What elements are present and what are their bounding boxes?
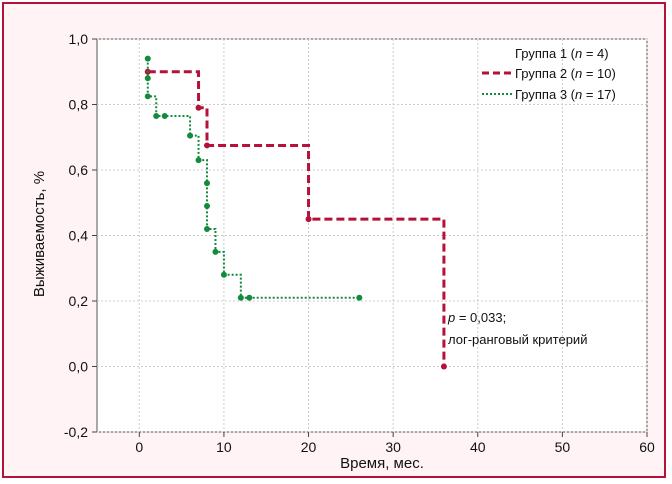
series-2-point [195,104,202,111]
series-group [144,55,447,370]
series-3-point [195,157,202,164]
y-tick-label: 0,4 [69,228,89,244]
x-axis-title: Время, мес. [340,455,424,472]
p-value-text: p = 0,033; [447,310,506,325]
series-3-point [237,294,244,301]
legend: Группа 1 (n = 4) Группа 2 (n = 10) Групп… [482,46,616,102]
series-2-point [440,363,447,370]
series-3-point [220,271,227,278]
legend-label-group-3: Группа 3 (n = 17) [515,87,616,102]
series-3-point [246,294,253,301]
y-tick-label: 0,2 [69,293,89,309]
grid [97,38,648,433]
legend-label-group-2: Группа 2 (n = 10) [515,66,616,81]
x-tick-label: 60 [639,439,655,455]
x-tick-label: 10 [216,439,232,455]
series-3-point [144,93,151,100]
annotation: p = 0,033; лог-ранговый критерий [447,310,587,347]
series-3-point [161,112,168,119]
series-3-point [153,112,160,119]
y-tick-label: 0,0 [69,359,89,375]
x-tick-label: 40 [470,439,486,455]
series-3-point [212,248,219,255]
series-3-point [356,294,363,301]
y-tick-label: -0,2 [64,424,88,440]
y-tick-label: 0,8 [69,97,89,113]
series-3-point [144,75,151,82]
chart-frame: 0 10 20 30 40 50 60 -0,2 0,0 0,2 0,4 0,6 0,8 1,0 Врем… [2,2,666,478]
ticks: 0 10 20 30 40 50 60 -0,2 0,0 0,2 0,4 0,6 0,8 1,0 [64,31,655,455]
series-3-point [204,203,210,210]
x-tick-label: 30 [385,439,401,455]
chart-svg: 0 10 20 30 40 50 60 -0,2 0,0 0,2 0,4 0,6 0,8 1,0 Врем… [31,31,655,472]
series-3-point [187,132,194,139]
series-2-point [204,142,210,149]
x-tick-label: 20 [301,439,317,455]
legend-label-group-1: Группа 1 (n = 4) [515,46,609,61]
series-2-point [305,216,312,223]
plot-background [96,38,648,433]
series-3-point [204,225,210,232]
test-name-text: лог-ранговый критерий [448,332,587,347]
x-tick-label: 0 [135,439,143,455]
x-tick-label: 50 [555,439,571,455]
series-3-point [204,180,210,187]
y-axis-title: Выживаемость, % [31,171,48,297]
y-tick-label: 0,6 [69,162,89,178]
series-line-3 [146,58,360,299]
series-3-point [144,55,151,62]
y-tick-label: 1,0 [69,31,89,47]
